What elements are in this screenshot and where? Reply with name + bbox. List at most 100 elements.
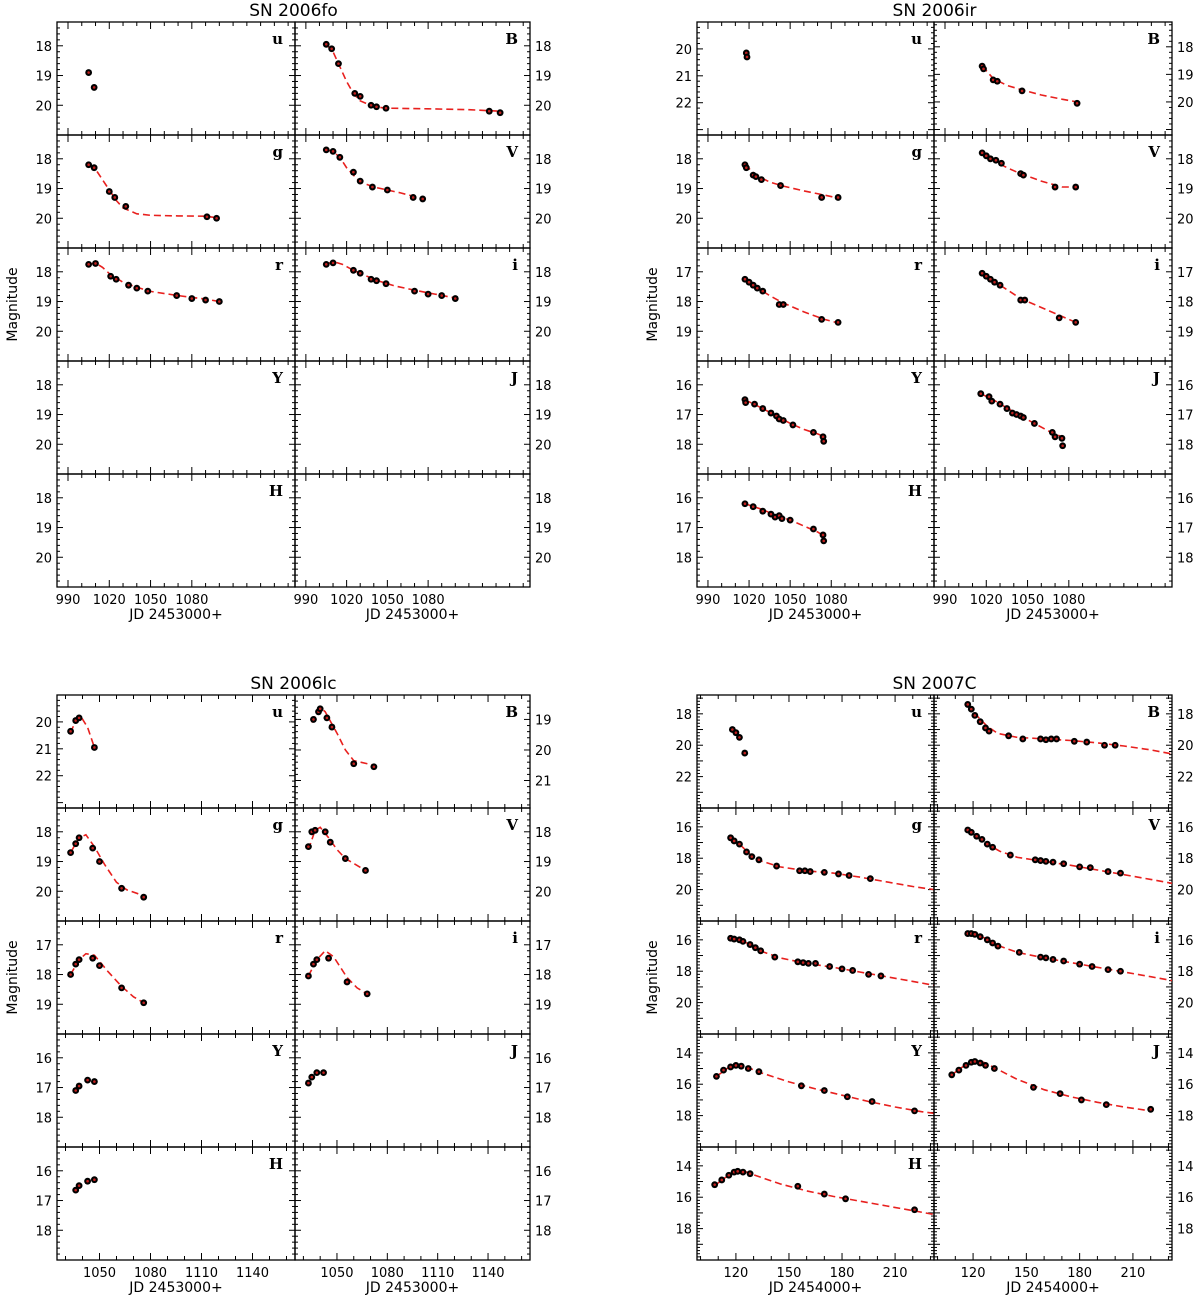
data-point-core	[800, 1084, 803, 1088]
data-point-core	[1017, 951, 1021, 954]
panel-frame	[933, 920, 1173, 1035]
panel-frame	[294, 21, 531, 136]
data-point-core	[1103, 743, 1106, 747]
y-tick-label: 22	[1177, 771, 1194, 786]
data-point-core	[98, 964, 101, 967]
y-tick-label: 21	[535, 775, 552, 790]
data-point-core	[985, 938, 989, 942]
data-point-core	[1106, 870, 1110, 873]
panel-frame	[56, 807, 296, 922]
data-point-core	[913, 1208, 916, 1212]
band-label-u: u	[272, 703, 283, 721]
data-point-core	[331, 261, 335, 265]
data-point-core	[312, 718, 315, 721]
data-point-core	[803, 869, 807, 873]
band-label-V: V	[505, 816, 518, 834]
y-tick-label: 20	[1177, 997, 1194, 1012]
data-point-core	[74, 962, 77, 966]
y-tick-label: 18	[675, 708, 692, 723]
y-tick-label: 14	[1177, 1160, 1194, 1175]
data-point-core	[175, 294, 178, 297]
data-point-core	[1049, 737, 1053, 741]
x-tick-label: 210	[1121, 1266, 1146, 1281]
x-tick-label: 1050	[371, 593, 404, 608]
y-tick-label: 20	[35, 212, 52, 227]
data-point-core	[365, 992, 369, 996]
data-point-core	[1019, 298, 1022, 302]
panel-frame	[696, 21, 935, 136]
data-point-core	[738, 736, 741, 739]
y-tick-label: 20	[35, 551, 52, 566]
y-tick-label: 16	[675, 934, 692, 949]
data-point-core	[822, 539, 826, 543]
data-point-core	[1078, 962, 1081, 966]
y-tick-label: 16	[675, 821, 692, 836]
data-point-core	[364, 869, 367, 872]
panel-frame	[696, 247, 935, 362]
x-tick-label: 1050	[83, 1266, 116, 1281]
x-tick-label: 120	[961, 1266, 986, 1281]
data-point-core	[372, 765, 376, 769]
data-point-core	[369, 103, 373, 107]
data-point-core	[315, 958, 319, 961]
data-point-core	[218, 300, 221, 303]
data-point-core	[1022, 173, 1025, 177]
band-label-g: g	[912, 816, 923, 834]
data-point-core	[352, 170, 355, 174]
x-tick-label: 1080	[815, 593, 848, 608]
y-axis-label: Magnitude	[5, 267, 21, 341]
data-point-core	[989, 277, 992, 281]
y-tick-label: 22	[675, 97, 692, 112]
y-tick-label: 19	[535, 856, 552, 871]
data-point-core	[775, 864, 778, 868]
y-tick-label: 19	[535, 522, 552, 537]
data-point-core	[338, 156, 342, 159]
data-point-core	[788, 518, 792, 522]
y-tick-label: 17	[1177, 409, 1194, 424]
x-tick-label: 990	[56, 593, 81, 608]
band-label-J: J	[1151, 1042, 1160, 1060]
data-point-core	[748, 1172, 752, 1175]
model-curve-B	[311, 705, 375, 766]
band-label-B: B	[505, 30, 518, 48]
y-tick-label: 17	[35, 1195, 52, 1210]
y-tick-label: 20	[535, 212, 552, 227]
data-point-core	[978, 1061, 982, 1065]
data-point-core	[782, 419, 785, 422]
data-point-core	[69, 851, 72, 854]
data-point-core	[384, 106, 388, 110]
panel-group-3: SN 2006lc Magnitude JD 2453000+ JD 2453000+…	[5, 674, 552, 1296]
y-tick-label: 20	[675, 212, 692, 227]
data-point-core	[713, 1183, 716, 1186]
data-point-core	[741, 940, 745, 943]
data-point-core	[1011, 411, 1014, 415]
y-tick-label: 20	[535, 551, 552, 566]
data-point-core	[760, 178, 763, 181]
y-tick-label: 14	[675, 1160, 692, 1175]
data-point-core	[989, 157, 992, 161]
data-point-core	[782, 303, 785, 306]
data-point-core	[847, 874, 851, 877]
data-point-core	[98, 860, 101, 863]
y-tick-label: 14	[675, 1047, 692, 1062]
data-point-core	[734, 731, 738, 734]
y-tick-label: 18	[1177, 1110, 1194, 1125]
data-point-core	[69, 730, 72, 733]
data-point-core	[715, 1075, 718, 1078]
x-tick-label: 990	[696, 593, 721, 608]
band-label-r: r	[914, 929, 923, 947]
data-point-core	[1113, 743, 1117, 747]
data-point-core	[69, 973, 72, 976]
y-tick-label: 14	[1177, 1047, 1194, 1062]
data-point-core	[975, 834, 978, 838]
model-curve-r	[88, 262, 220, 303]
model-curve-g	[730, 837, 935, 891]
data-point-core	[761, 289, 765, 293]
model-curve-B	[325, 43, 501, 112]
band-label-J: J	[509, 369, 518, 387]
data-point-core	[744, 401, 747, 404]
data-point-core	[773, 515, 777, 519]
data-point-core	[330, 725, 334, 729]
band-label-u: u	[272, 30, 283, 48]
band-label-V: V	[505, 143, 518, 161]
